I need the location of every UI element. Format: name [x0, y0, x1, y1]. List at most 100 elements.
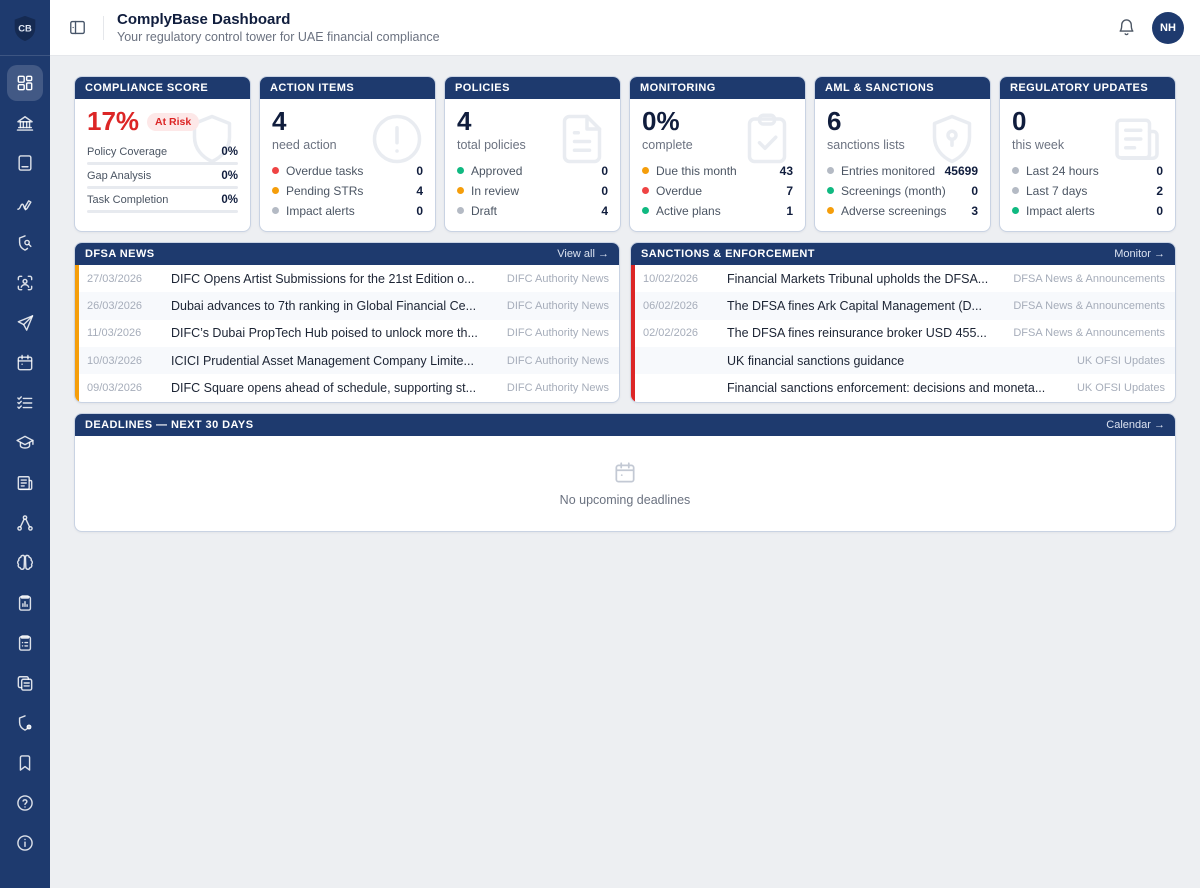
news-item[interactable]: Financial sanctions enforcement: decisio… [727, 381, 1165, 396]
stat-value: 0 [1012, 106, 1027, 136]
top-header: ComplyBase Dashboard Your regulatory con… [50, 0, 1200, 56]
network-icon [17, 515, 33, 531]
monitor-link[interactable]: Monitor → [1114, 247, 1165, 260]
alert-circle-watermark-icon [372, 114, 422, 164]
sidebar-item-bookmark[interactable] [7, 745, 43, 781]
card-title: COMPLIANCE SCORE [85, 82, 209, 94]
user-avatar[interactable]: NH [1152, 11, 1184, 44]
page-title: ComplyBase Dashboard [117, 10, 291, 28]
sidebar-item-shield-search[interactable] [7, 225, 43, 261]
user-scan-icon [17, 275, 33, 291]
news-item[interactable]: 10/02/2026 Financial Markets Tribunal uph… [643, 271, 1165, 286]
sidebar-item-info[interactable] [7, 825, 43, 861]
clipboard-list-icon [18, 635, 32, 651]
sidebar-item-book[interactable] [7, 145, 43, 181]
clipboard-check-watermark-icon [747, 113, 787, 164]
policies-card: POLICIES 4 total policies Approved 0 In r… [444, 76, 621, 232]
sidebar-nav [0, 56, 50, 861]
shield-watermark-icon [192, 114, 232, 164]
dfsa-news-card: DFSA NEWS View all → 27/03/2026 DIFC Open… [74, 241, 620, 403]
card-title: POLICIES [455, 82, 510, 94]
view-all-link[interactable]: View all → [557, 247, 609, 260]
card-title: DFSA NEWS [85, 247, 155, 260]
stat-meta-row: Entries monitored 45699 [827, 161, 978, 181]
status-dot [272, 187, 279, 195]
sidebar-item-send[interactable] [7, 305, 43, 341]
card-title: DEADLINES — NEXT 30 DAYS [85, 418, 254, 431]
newspaper-icon [17, 476, 33, 491]
stat-meta-row: In review 0 [457, 181, 608, 201]
news-item[interactable]: 26/03/2026 Dubai advances to 7th ranking … [79, 292, 619, 320]
brain-icon [16, 554, 34, 570]
card-title: AML & SANCTIONS [825, 82, 935, 94]
empty-deadlines-text: No upcoming deadlines [559, 492, 691, 507]
stats-row: COMPLIANCE SCORE 17% At Risk Policy Cove… [74, 76, 1176, 232]
status-dot [642, 167, 649, 175]
risk-badge: At Risk [147, 112, 200, 131]
help-circle-icon [17, 795, 33, 811]
stat-meta-row: Pending STRs 4 [272, 181, 423, 201]
deadlines-empty-state: No upcoming deadlines [75, 436, 1175, 531]
copy-icon [17, 676, 33, 691]
status-dot [827, 167, 834, 175]
news-item[interactable]: 09/03/2026 DIFC Square opens ahead of sch… [87, 381, 609, 396]
sidebar-item-checklist[interactable] [7, 385, 43, 421]
sidebar: CB [0, 0, 50, 888]
stat-meta-row: Impact alerts 0 [1012, 201, 1163, 221]
stat-meta-row: Last 7 days 2 [1012, 181, 1163, 201]
card-title: REGULATORY UPDATES [1010, 82, 1149, 94]
stat-meta-row: Due this month 43 [642, 161, 793, 181]
sidebar-item-dashboard[interactable] [7, 65, 43, 101]
monitoring-card: MONITORING 0% complete Due this month 43 … [629, 76, 806, 232]
news-row: DFSA NEWS View all → 27/03/2026 DIFC Open… [74, 241, 1176, 403]
calendar-link[interactable]: Calendar → [1106, 418, 1165, 431]
info-circle-icon [17, 835, 33, 851]
card-title: SANCTIONS & ENFORCEMENT [641, 247, 815, 260]
stat-meta-row: Approved 0 [457, 161, 608, 181]
calendar-icon [615, 462, 635, 483]
status-dot [1012, 167, 1019, 175]
sidebar-item-user-scan[interactable] [7, 265, 43, 301]
progress-row: Policy Coverage 0% [87, 145, 238, 165]
sidebar-item-clipboard-list[interactable] [7, 625, 43, 661]
sidebar-item-calendar[interactable] [7, 345, 43, 381]
stat-sublabel: total policies [457, 137, 526, 152]
news-item[interactable]: 11/03/2026 DIFC’s Dubai PropTech Hub pois… [87, 326, 609, 341]
news-item[interactable]: 27/03/2026 DIFC Opens Artist Submissions … [87, 271, 609, 286]
news-item[interactable]: UK financial sanctions guidance UK OFSI U… [635, 347, 1175, 375]
sidebar-item-newspaper[interactable] [7, 465, 43, 501]
checklist-icon [17, 396, 33, 409]
stat-sublabel: complete [642, 137, 693, 152]
card-title: ACTION ITEMS [270, 82, 355, 94]
bookmark-icon [19, 755, 31, 771]
progress-row: Gap Analysis 0% [87, 169, 238, 189]
app-logo[interactable]: CB [0, 0, 50, 56]
sidebar-item-bank[interactable] [7, 105, 43, 141]
sidebar-item-network[interactable] [7, 505, 43, 541]
sidebar-toggle-button[interactable] [64, 15, 90, 41]
sidebar-item-help[interactable] [7, 785, 43, 821]
stat-meta-row: Adverse screenings 3 [827, 201, 978, 221]
sidebar-item-clipboard-chart[interactable] [7, 585, 43, 621]
status-dot [642, 187, 649, 195]
status-dot [1012, 207, 1019, 215]
news-item[interactable]: 10/03/2026 ICICI Prudential Asset Managem… [79, 347, 619, 375]
progress-row: Task Completion 0% [87, 193, 238, 213]
sidebar-item-graduation-cap[interactable] [7, 425, 43, 461]
news-list: 27/03/2026 DIFC Opens Artist Submissions … [75, 264, 619, 402]
stat-meta-row: Active plans 1 [642, 201, 793, 221]
sidebar-item-brain[interactable] [7, 545, 43, 581]
notifications-button[interactable] [1112, 14, 1140, 42]
sidebar-item-signature[interactable] [7, 185, 43, 221]
stat-sublabel: this week [1012, 137, 1065, 152]
deadlines-card: DEADLINES — NEXT 30 DAYS Calendar → No u… [74, 412, 1176, 532]
news-item[interactable]: 06/02/2026 The DFSA fines Ark Capital Man… [635, 292, 1175, 320]
sanctions-enforcement-card: SANCTIONS & ENFORCEMENT Monitor → 10/02/… [630, 241, 1176, 403]
sidebar-item-copy[interactable] [7, 665, 43, 701]
news-item[interactable]: 02/02/2026 The DFSA fines reinsurance bro… [643, 326, 1165, 341]
sidebar-item-shield-settings[interactable] [7, 705, 43, 741]
graduation-cap-icon [16, 435, 34, 449]
status-dot [827, 187, 834, 195]
stat-meta-row: Impact alerts 0 [272, 201, 423, 221]
